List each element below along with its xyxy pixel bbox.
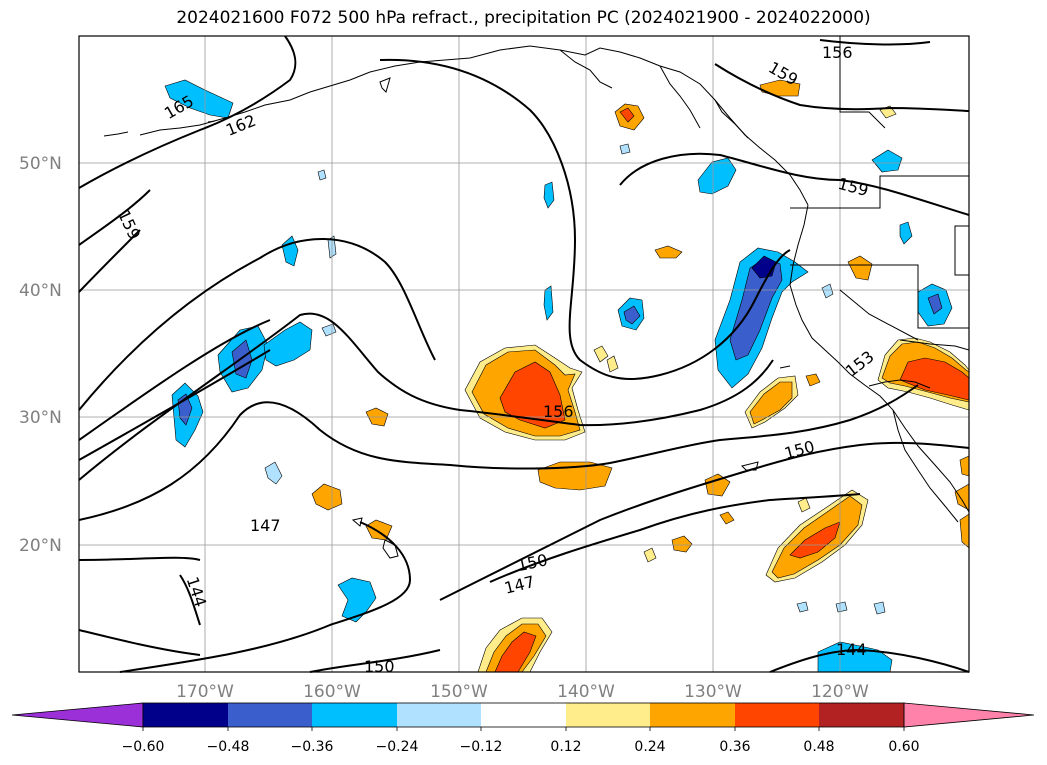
map-title: 2024021600 F072 500 hPa refract., precip… xyxy=(176,8,871,28)
colorbar-extend-max xyxy=(903,702,1035,728)
colorbar: −0.60 −0.48 −0.36 −0.24 −0.12 0.12 0.24 … xyxy=(11,702,1035,755)
colorbar-segment xyxy=(312,703,397,727)
colorbar-tick-label: −0.12 xyxy=(460,739,503,755)
longitude-labels: 170°W 160°W 150°W 140°W 130°W 120°W xyxy=(176,682,869,702)
map-frame xyxy=(78,35,970,673)
colorbar-segment xyxy=(566,703,650,727)
contour-label: 147 xyxy=(250,516,281,535)
colorbar-tick-label: −0.24 xyxy=(376,739,419,755)
colorbar-segment xyxy=(397,703,481,727)
colorbar-tick-label: −0.60 xyxy=(122,739,165,755)
colorbar-segment xyxy=(650,703,735,727)
colorbar-tick-label: 0.36 xyxy=(719,739,750,755)
lon-label-160w: 160°W xyxy=(303,682,361,702)
latitude-labels: 50°N 40°N 30°N 20°N xyxy=(19,154,62,556)
lat-label-40: 40°N xyxy=(19,281,62,301)
lon-label-130w: 130°W xyxy=(684,682,742,702)
lon-label-120w: 120°W xyxy=(811,682,869,702)
contour-label: 156 xyxy=(822,43,853,62)
contour-label: 156 xyxy=(543,402,574,421)
colorbar-segment xyxy=(228,703,312,727)
colorbar-tick-label: 0.12 xyxy=(550,739,581,755)
colorbar-tick-label: 0.48 xyxy=(803,739,834,755)
colorbar-tick-label: −0.48 xyxy=(207,739,250,755)
map-panel: 165 162 159 156 159 159 156 153 150 150 … xyxy=(78,35,970,676)
lat-label-20: 20°N xyxy=(19,536,62,556)
colorbar-segment xyxy=(143,703,228,727)
contour-label: 150 xyxy=(364,657,395,676)
precip-positive-areas xyxy=(311,79,970,673)
lon-label-140w: 140°W xyxy=(557,682,615,702)
contour-label: 144 xyxy=(836,640,867,659)
colorbar-extend-min xyxy=(11,702,144,728)
colorbar-tick-label: 0.24 xyxy=(634,739,665,755)
precip-negative-areas xyxy=(164,79,953,673)
colorbar-tick-label: −0.36 xyxy=(291,739,334,755)
coastlines xyxy=(103,36,970,559)
lon-label-170w: 170°W xyxy=(176,682,234,702)
refractivity-contours xyxy=(78,35,970,673)
lat-label-30: 30°N xyxy=(19,408,62,428)
colorbar-tick-label: 0.60 xyxy=(888,739,919,755)
colorbar-segment xyxy=(481,703,566,727)
lat-label-50: 50°N xyxy=(19,154,62,174)
colorbar-segment xyxy=(819,703,904,727)
colorbar-segment xyxy=(735,703,819,727)
lon-label-150w: 150°W xyxy=(430,682,488,702)
